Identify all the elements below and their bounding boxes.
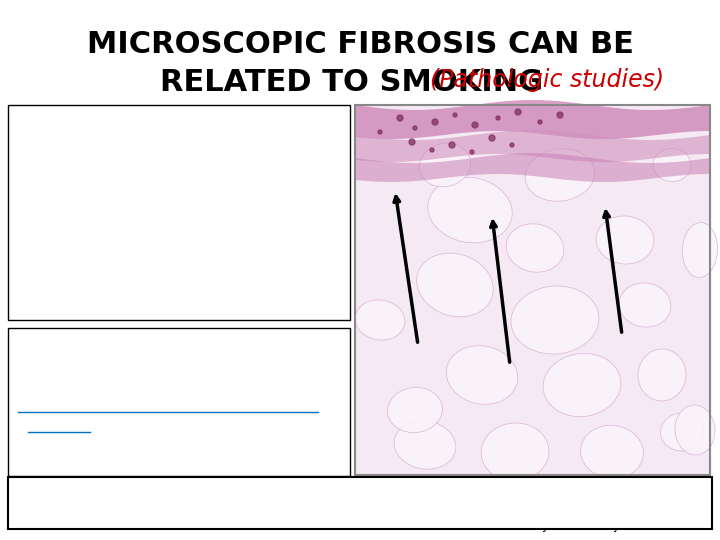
- Ellipse shape: [638, 349, 686, 401]
- Text: (45%) with fibrosis labeled:: (45%) with fibrosis labeled:: [28, 372, 307, 390]
- Text: •: •: [18, 112, 25, 125]
- Ellipse shape: [683, 222, 718, 278]
- Text: 13: 13: [285, 135, 308, 153]
- Ellipse shape: [675, 405, 715, 455]
- Ellipse shape: [511, 286, 599, 354]
- Circle shape: [453, 113, 457, 117]
- Text: (Yousem SA. Mod Pathol 2006;19:1474): (Yousem SA. Mod Pathol 2006;19:1474): [28, 112, 234, 122]
- Circle shape: [397, 115, 403, 121]
- Text: (SRIF): (SRIF): [28, 417, 77, 435]
- Circle shape: [413, 126, 417, 130]
- Ellipse shape: [660, 413, 703, 451]
- Text: 20 lobectomies from smokers:: 20 lobectomies from smokers:: [18, 350, 330, 368]
- Bar: [355, 105, 710, 475]
- Circle shape: [557, 112, 563, 118]
- Text: 30 lobectomies from smokers:: 30 lobectomies from smokers:: [30, 135, 309, 153]
- Text: MICROSCOPIC FIBROSIS CAN BE: MICROSCOPIC FIBROSIS CAN BE: [86, 30, 634, 59]
- FancyBboxPatch shape: [8, 328, 350, 476]
- Ellipse shape: [428, 177, 512, 243]
- Circle shape: [378, 130, 382, 134]
- Circle shape: [470, 150, 474, 154]
- Text: •: •: [18, 133, 31, 153]
- Ellipse shape: [387, 387, 443, 433]
- Polygon shape: [355, 153, 710, 182]
- Circle shape: [449, 142, 455, 148]
- Text: 9: 9: [266, 350, 279, 368]
- Text: (Katzenstein et al in Hum Pathol 2010): (Katzenstein et al in Hum Pathol 2010): [18, 333, 219, 343]
- Circle shape: [409, 139, 415, 145]
- Ellipse shape: [417, 253, 493, 317]
- Circle shape: [472, 122, 478, 128]
- Text: (43%) with some fibrosis: (43%) with some fibrosis: [30, 158, 253, 176]
- Circle shape: [538, 120, 542, 124]
- Ellipse shape: [355, 300, 405, 340]
- Ellipse shape: [596, 216, 654, 264]
- Text: Smoking-related interstitial fibrosis: Smoking-related interstitial fibrosis: [18, 397, 310, 415]
- Ellipse shape: [619, 283, 671, 327]
- Ellipse shape: [653, 148, 691, 181]
- Ellipse shape: [419, 143, 471, 187]
- Polygon shape: [355, 130, 710, 162]
- Ellipse shape: [580, 426, 644, 478]
- Text: RELATED TO SMOKING: RELATED TO SMOKING: [160, 68, 543, 97]
- Text: Courtesy of TV Colby and S Piciucchi: Courtesy of TV Colby and S Piciucchi: [496, 519, 712, 532]
- Text: nonsmokers): nonsmokers): [30, 204, 129, 219]
- FancyBboxPatch shape: [8, 105, 350, 320]
- Circle shape: [510, 143, 514, 147]
- Circle shape: [515, 109, 521, 115]
- Text: •: •: [18, 185, 29, 203]
- Ellipse shape: [481, 423, 549, 481]
- Circle shape: [489, 135, 495, 141]
- Circle shape: [496, 116, 500, 120]
- FancyBboxPatch shape: [8, 477, 712, 529]
- Circle shape: [432, 119, 438, 125]
- Ellipse shape: [525, 149, 595, 201]
- Text: (No fibrosis in lobectomies from 16: (No fibrosis in lobectomies from 16: [30, 186, 298, 201]
- Text: lung abnormalities (ILA) in CT studies: lung abnormalities (ILA) in CT studies: [212, 507, 508, 521]
- Ellipse shape: [446, 346, 518, 404]
- Polygon shape: [355, 100, 710, 139]
- Circle shape: [430, 148, 434, 152]
- Ellipse shape: [394, 421, 456, 469]
- Ellipse shape: [506, 224, 564, 272]
- Text: (Pathologic studies): (Pathologic studies): [430, 68, 664, 92]
- Text: Can this smoking-related fibrosis be clinically recognized ??   ---Interstitial: Can this smoking-related fibrosis be cli…: [68, 487, 652, 501]
- Ellipse shape: [543, 353, 621, 417]
